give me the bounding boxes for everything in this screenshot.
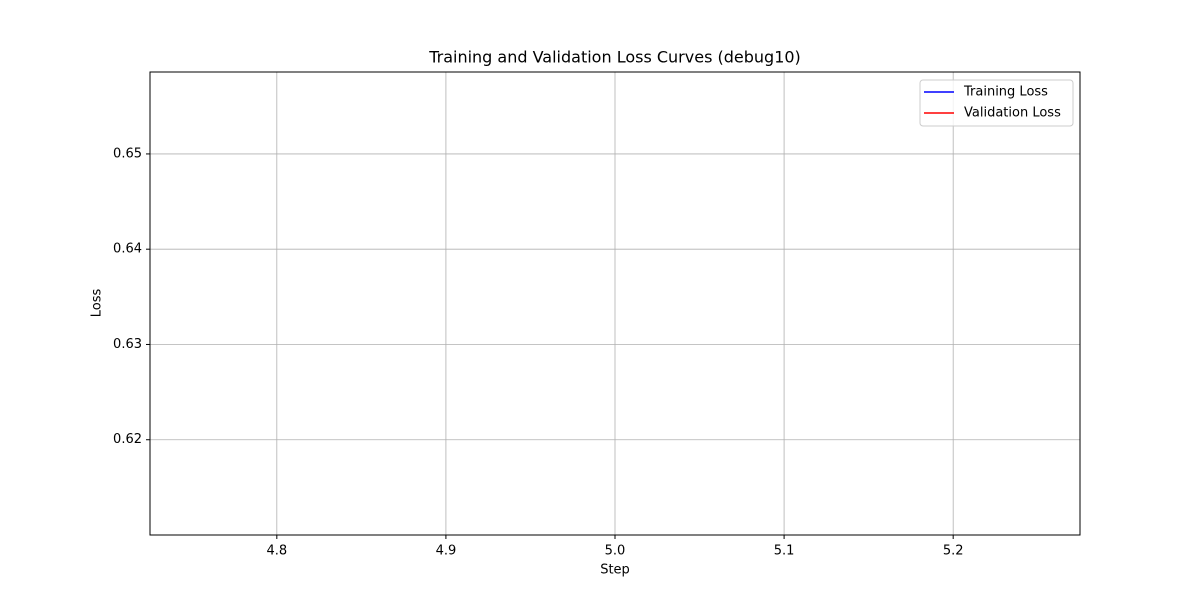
- y-tick-label: 0.63: [113, 337, 142, 352]
- x-tick-label: 4.9: [436, 544, 457, 559]
- x-tick-label: 5.0: [605, 544, 626, 559]
- legend-label: Training Loss: [963, 85, 1048, 100]
- x-tick-label: 5.2: [943, 544, 964, 559]
- legend-label: Validation Loss: [964, 106, 1061, 121]
- legend-box: [919, 79, 1074, 127]
- x-axis-label: Step: [600, 563, 630, 578]
- x-tick-label: 5.1: [774, 544, 795, 559]
- y-tick-label: 0.62: [113, 432, 142, 447]
- x-tick-label: 4.8: [266, 544, 287, 559]
- chart-title: Training and Validation Loss Curves (deb…: [428, 48, 801, 67]
- y-tick-label: 0.64: [113, 242, 142, 257]
- plot-frame: [149, 71, 1081, 536]
- y-axis-label: Loss: [90, 289, 105, 318]
- y-tick-label: 0.65: [113, 146, 142, 161]
